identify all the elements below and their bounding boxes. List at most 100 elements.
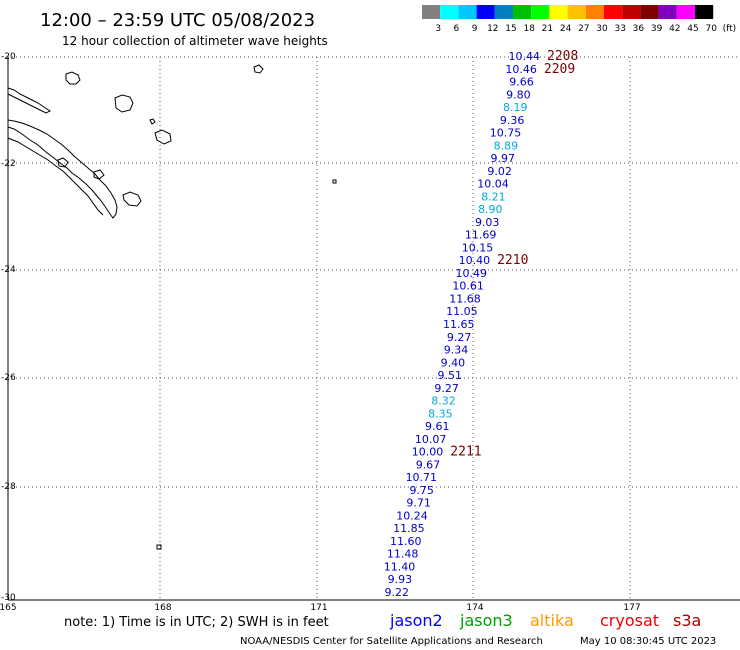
satellite-jason3-label: jason3 [459,611,513,630]
latitude-label: -26 [1,373,16,383]
legend-swatch [476,5,495,19]
wave-height-value: 9.03 [475,216,500,229]
pass-time-label: 2208 [547,49,578,64]
wave-height-value: 9.80 [506,88,531,101]
wave-height-value: 8.32 [431,395,456,408]
legend-label: 6 [454,24,460,34]
wave-height-value: 10.75 [490,127,522,140]
pass-time-label: 2210 [497,253,528,268]
wave-height-value: 10.46 [505,63,537,76]
wave-height-value: 9.71 [406,497,431,510]
loyalty-island-small [154,129,172,145]
legend-swatch [585,5,604,19]
legend-swatch [549,5,568,19]
legend-swatch [695,5,714,19]
longitude-label: 174 [466,603,483,613]
legend-label: 36 [633,24,645,34]
longitude-label: 168 [154,603,171,613]
legend-label: 18 [523,24,535,34]
legend-label: 12 [487,24,498,34]
legend-label: 9 [472,24,478,34]
islet-a [57,157,69,168]
longitude-label: 171 [310,603,327,613]
latitude-label: -30 [1,593,16,603]
legend-label: 24 [560,24,572,34]
legend-swatch [622,5,641,19]
map-title: 12:00 – 23:59 UTC 05/08/2023 [40,10,315,31]
legend-label: 30 [596,24,608,34]
wave-height-value: 11.60 [390,535,422,548]
wave-height-value: 9.40 [441,356,466,369]
wave-height-value: 9.02 [487,165,512,178]
legend-label: 33 [614,24,625,34]
longitude-label: 165 [0,603,17,613]
pass-time-label: 2211 [450,445,481,460]
legend-label: 42 [669,24,680,34]
wave-height-value: 9.34 [444,344,469,357]
wave-height-value: 9.22 [385,586,410,599]
islet-e [332,179,337,184]
islet-f [156,544,162,550]
legend-swatch [567,5,586,19]
latitude-label: -22 [1,159,16,169]
loyalty-island-mid [114,94,134,113]
legend-label: 39 [651,24,663,34]
latitude-label: -28 [1,482,16,492]
wave-height-value: 11.05 [446,305,478,318]
wave-height-value: 11.85 [393,522,425,535]
map-frame [7,57,740,601]
wave-height-value: 10.40 [459,254,491,267]
wave-height-value: 11.68 [449,292,481,305]
map-subtitle: 12 hour collection of altimeter wave hei… [62,34,328,48]
legend-label: 15 [505,24,516,34]
legend-swatch [494,5,513,19]
loyalty-island-north [65,71,81,85]
lat-lon-grid [8,56,740,600]
satellite-legend: jason2 jason3 altika cryosat s3a [389,611,701,630]
longitude-label: 177 [623,603,640,613]
legend-swatch [458,5,477,19]
islet-d [149,118,156,125]
longitude-labels: 165 168 171 174 177 [0,603,641,613]
wave-height-value: 11.40 [384,560,416,573]
wave-height-value: 9.93 [388,573,413,586]
legend-swatch [604,5,623,19]
legend-label: 3 [435,24,441,34]
islet-b [93,169,105,180]
legend-swatch [640,5,659,19]
legend-swatch [513,5,532,19]
wave-height-value: 9.97 [491,152,516,165]
islet-c [253,64,264,74]
wave-height-value: 10.71 [406,471,438,484]
wave-height-value: 10.49 [455,267,487,280]
isle-of-pines [122,191,142,207]
legend-label: 21 [542,24,553,34]
wave-height-color-legend: 3 6 9 12 15 18 21 24 27 30 33 36 39 42 45 70 (ft) [422,5,736,34]
legend-swatch [422,5,441,19]
wave-height-value: 10.24 [396,509,428,522]
credit-text: NOAA/NESDIS Center for Satellite Applica… [240,636,543,647]
latitude-labels: -20 -22 -24 -26 -28 -30 [1,52,16,603]
wave-height-value: 9.36 [500,114,525,127]
wave-height-value: 10.61 [452,280,484,293]
latitude-label: -24 [1,265,16,275]
pass-time-label: 2209 [544,62,575,77]
wave-height-value: 9.27 [434,382,459,395]
new-caledonia-inner-coast [7,137,104,216]
note-text: note: 1) Time is in UTC; 2) SWH is in fe… [64,615,329,630]
loyalty-islands-coast [7,87,51,114]
wave-height-value: 9.61 [425,420,450,433]
satellite-cryosat-label: cryosat [600,611,659,630]
satellite-s3a-label: s3a [673,611,701,630]
wave-height-value: 8.21 [481,190,506,203]
wave-height-value: 10.07 [415,433,447,446]
wave-height-value: 10.15 [462,241,494,254]
legend-swatch [440,5,459,19]
wave-height-value: 9.67 [416,458,441,471]
wave-height-value: 8.19 [503,101,528,114]
wave-height-value: 10.00 [412,446,444,459]
legend-label: (ft) [723,24,737,34]
wave-height-value: 11.65 [443,318,475,331]
